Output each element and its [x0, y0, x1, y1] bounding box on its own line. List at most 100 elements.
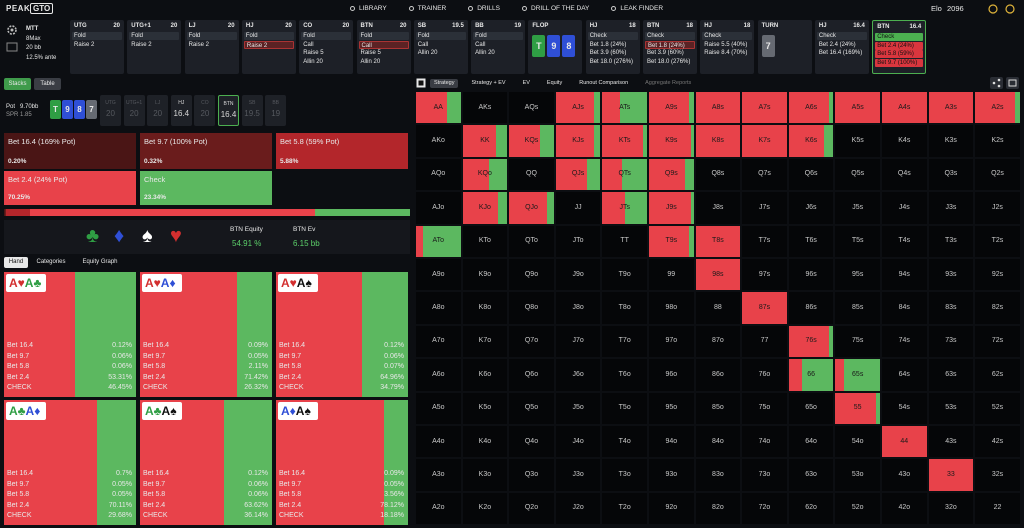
- action-column[interactable]: LJ 20 Fold Raise 2: [184, 20, 239, 74]
- panel-tab[interactable]: Table: [34, 78, 61, 90]
- hand-cell[interactable]: 22: [975, 492, 1020, 525]
- action-option[interactable]: Bet 2.4 (24%): [818, 41, 856, 48]
- action-option[interactable]: Raise 8.4 (70%): [704, 50, 748, 56]
- action-column[interactable]: HJ 20 Fold Raise 2: [241, 20, 296, 74]
- action-column[interactable]: BTN 20 Fold Call Raise 5 Allin 20: [356, 20, 411, 74]
- action-column[interactable]: HJ 18 Check Bet 1.8 (24%) Bet 3.9 (60%) Bet 1…: [585, 20, 640, 74]
- hand-cell[interactable]: 75s: [835, 325, 880, 358]
- action-option[interactable]: Fold: [243, 32, 294, 40]
- hand-cell[interactable]: 66: [788, 359, 834, 391]
- strategy-action[interactable]: Bet 2.4 (24% Pot) 70.25%: [4, 171, 136, 205]
- action-column[interactable]: BB 19 Fold Call Allin 20: [471, 20, 526, 74]
- hand-cell[interactable]: AA: [416, 92, 461, 124]
- action-option[interactable]: Bet 18.0 (276%): [589, 58, 634, 65]
- hand-cell[interactable]: J9o: [555, 259, 601, 291]
- hand-cell[interactable]: J3o: [555, 459, 601, 491]
- hand-cell[interactable]: K8s: [695, 125, 741, 157]
- action-option[interactable]: Bet 1.8 (24%): [645, 40, 695, 49]
- hand-cell[interactable]: 87s: [742, 292, 787, 324]
- action-option[interactable]: Raise 5: [303, 50, 324, 56]
- strategy-action[interactable]: Bet 5.8 (59% Pot) 5.88%: [276, 133, 408, 169]
- hand-cell[interactable]: 64o: [788, 426, 834, 458]
- hand-cell[interactable]: 52o: [835, 492, 880, 525]
- hand-cell[interactable]: K2s: [975, 125, 1020, 157]
- seat[interactable]: SB 19.5: [241, 95, 263, 126]
- seat[interactable]: HJ 16.4: [170, 95, 192, 126]
- action-option[interactable]: Bet 18.0 (276%): [647, 58, 691, 65]
- action-option[interactable]: Fold: [473, 32, 524, 40]
- hand-cell[interactable]: AKo: [416, 125, 461, 157]
- hand-cell[interactable]: Q7o: [509, 325, 554, 358]
- hand-cell[interactable]: A2o: [416, 492, 461, 525]
- hand-tab[interactable]: Hand: [4, 257, 28, 268]
- hand-cell[interactable]: A7o: [416, 325, 461, 358]
- hand-cell[interactable]: 85o: [695, 392, 741, 424]
- hand-cell[interactable]: 42o: [882, 492, 927, 525]
- action-option[interactable]: Fold: [358, 32, 409, 40]
- hand-cell[interactable]: A4o: [416, 426, 461, 458]
- action-option[interactable]: Fold: [301, 32, 352, 40]
- action-column[interactable]: UTG 20 Fold Raise 2: [70, 20, 124, 74]
- seat[interactable]: LJ 20: [147, 95, 169, 126]
- hand-cell[interactable]: K5s: [835, 125, 880, 157]
- hand-cell[interactable]: T9o: [602, 259, 647, 291]
- hand-cell[interactable]: 95o: [649, 392, 694, 424]
- action-option[interactable]: Bet 5.8 (59%): [875, 50, 924, 58]
- action-option[interactable]: Raise 2: [131, 41, 152, 48]
- action-option[interactable]: Allin 20: [360, 58, 381, 65]
- action-option[interactable]: Raise 2: [74, 41, 95, 48]
- hand-cell[interactable]: 54o: [835, 426, 880, 458]
- hand-cell[interactable]: K9s: [649, 125, 694, 157]
- hand-cell[interactable]: A6s: [788, 92, 834, 124]
- hand-cell[interactable]: J5o: [555, 392, 601, 424]
- hand-cell[interactable]: K8o: [462, 292, 508, 324]
- hand-cell[interactable]: 43s: [928, 426, 974, 458]
- nav-link[interactable]: DRILL OF THE DAY: [522, 5, 589, 13]
- hand-tab[interactable]: Equity Graph: [82, 259, 118, 265]
- hand-cell[interactable]: T4s: [882, 225, 927, 257]
- action-option[interactable]: Check: [587, 32, 638, 40]
- grid-tab[interactable]: EV: [522, 80, 530, 86]
- hand-cell[interactable]: J4o: [555, 426, 601, 458]
- hand-cell[interactable]: 63o: [788, 459, 834, 491]
- hand-cell[interactable]: 77: [742, 325, 787, 358]
- hand-cell[interactable]: 93o: [649, 459, 694, 491]
- hand-cell[interactable]: 33: [928, 459, 974, 491]
- hand-cell[interactable]: 82o: [695, 492, 741, 525]
- hand-cell[interactable]: 75o: [742, 392, 787, 424]
- nav-link[interactable]: DRILLS: [468, 5, 500, 13]
- hand-cell[interactable]: J2s: [975, 192, 1020, 224]
- hand-cell[interactable]: 96o: [649, 359, 694, 391]
- hand-cell[interactable]: 72o: [742, 492, 787, 525]
- hand-cell[interactable]: 73o: [742, 459, 787, 491]
- grid-toggle-icon[interactable]: [416, 78, 426, 88]
- hand-cell[interactable]: 87o: [695, 325, 741, 358]
- hand-cell[interactable]: T9s: [649, 225, 694, 257]
- hand-cell[interactable]: TT: [602, 225, 647, 257]
- action-option[interactable]: Fold: [415, 32, 466, 40]
- action-option[interactable]: Check: [702, 32, 753, 40]
- hand-cell[interactable]: A2s: [975, 92, 1020, 124]
- action-option[interactable]: Raise 2: [188, 41, 209, 48]
- hand-cell[interactable]: QQ: [509, 158, 554, 191]
- hand-cell[interactable]: 92s: [975, 259, 1020, 291]
- grid-tab[interactable]: Strategy: [430, 79, 459, 88]
- strategy-action[interactable]: Bet 16.4 (169% Pot) 0.20%: [4, 133, 136, 169]
- hand-cell[interactable]: K6o: [462, 359, 508, 391]
- hand-cell[interactable]: Q7s: [742, 158, 787, 191]
- grid-tab[interactable]: Equity: [546, 80, 563, 86]
- hand-cell[interactable]: J8o: [555, 292, 601, 324]
- edit-icon[interactable]: [6, 42, 18, 52]
- hand-cell[interactable]: JJ: [555, 192, 601, 224]
- action-option[interactable]: Check: [816, 32, 867, 40]
- strategy-action[interactable]: Check 23.34%: [140, 171, 272, 205]
- hand-cell[interactable]: Q8o: [509, 292, 554, 324]
- hand-cell[interactable]: A5s: [835, 92, 880, 124]
- panel-tab[interactable]: Stacks: [4, 78, 31, 90]
- action-option[interactable]: Raise 5: [360, 50, 381, 56]
- action-option[interactable]: Call: [417, 41, 429, 48]
- action-column[interactable]: HJ 18 Check Raise 5.5 (40%) Raise 8.4 (70%): [700, 20, 755, 74]
- seat[interactable]: BTN 16.4: [218, 95, 239, 126]
- hand-cell[interactable]: K5o: [462, 392, 508, 424]
- hand-cell[interactable]: 74s: [882, 325, 927, 358]
